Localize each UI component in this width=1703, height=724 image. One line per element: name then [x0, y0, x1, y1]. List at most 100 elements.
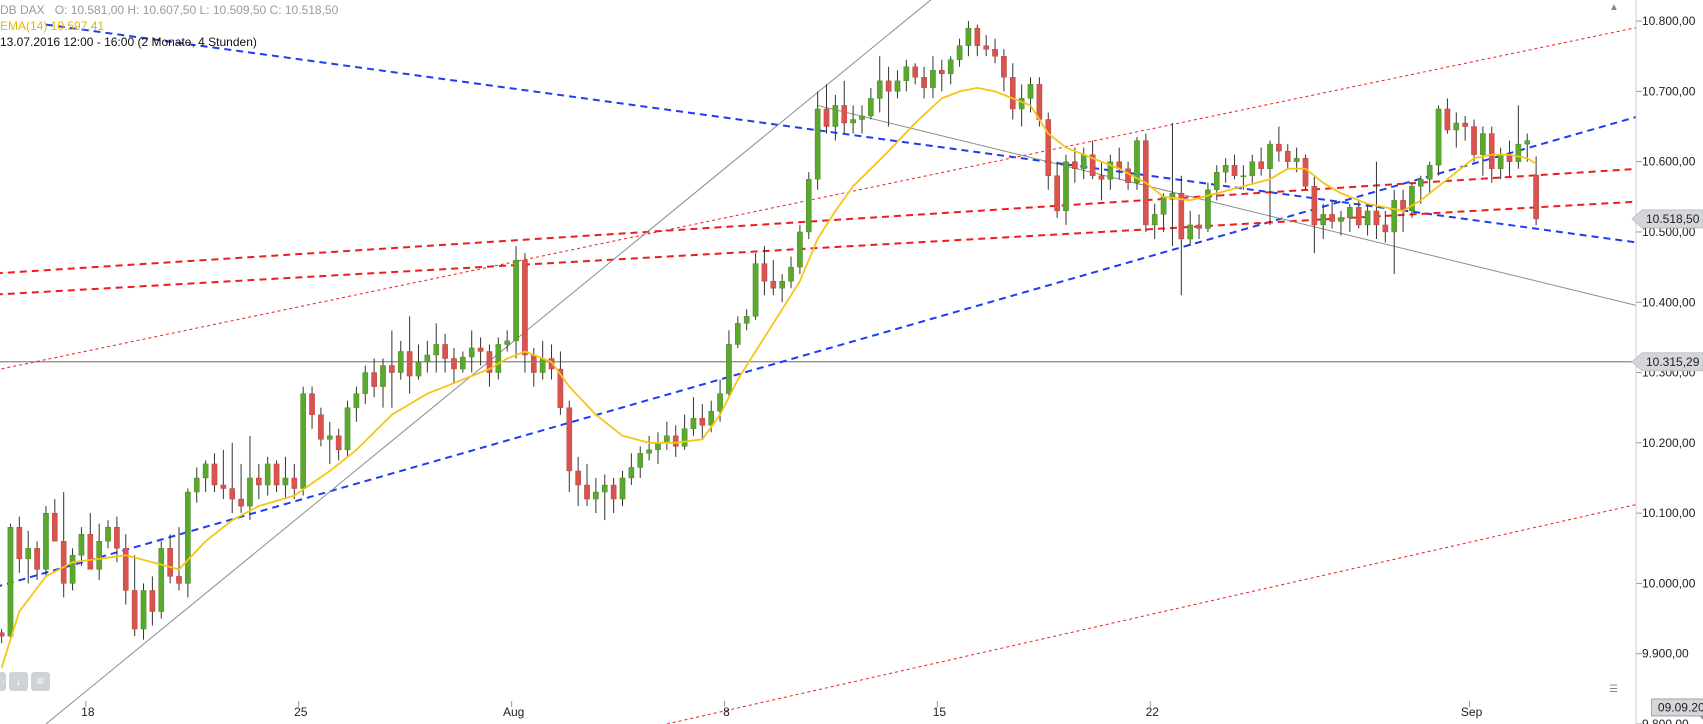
candle[interactable] [735, 316, 741, 348]
candle[interactable] [415, 344, 422, 380]
candle[interactable] [805, 172, 812, 239]
candle[interactable] [1355, 200, 1362, 229]
candle[interactable] [1506, 140, 1513, 176]
candle[interactable] [1134, 137, 1140, 190]
candle[interactable] [105, 520, 111, 549]
candle[interactable] [1515, 105, 1522, 169]
candle[interactable] [672, 425, 679, 457]
candle[interactable] [34, 541, 40, 580]
candle[interactable] [593, 477, 599, 514]
candle[interactable] [557, 351, 564, 415]
candle[interactable] [690, 397, 697, 436]
candle[interactable] [664, 421, 670, 450]
candle[interactable] [876, 56, 883, 113]
candle[interactable] [335, 428, 342, 461]
candle[interactable] [1231, 154, 1238, 180]
candle[interactable] [1329, 200, 1335, 229]
candle[interactable] [273, 460, 280, 493]
candle[interactable] [823, 84, 830, 134]
candle[interactable] [131, 555, 138, 637]
candle[interactable] [1471, 119, 1477, 162]
candle[interactable] [1382, 210, 1389, 243]
candle[interactable] [619, 470, 626, 507]
candle[interactable] [1409, 182, 1415, 218]
candle[interactable] [495, 337, 502, 380]
scroll-down-icon[interactable]: ☰ [1609, 684, 1618, 695]
candle[interactable] [903, 59, 910, 92]
candle[interactable] [770, 260, 777, 296]
candle[interactable] [424, 340, 431, 373]
candle[interactable] [1533, 156, 1539, 226]
candle[interactable] [256, 463, 262, 500]
candle[interactable] [1347, 203, 1353, 232]
candle[interactable] [814, 91, 821, 190]
candle[interactable] [513, 246, 519, 359]
candle[interactable] [504, 330, 510, 352]
candle[interactable] [761, 246, 768, 296]
candle[interactable] [433, 323, 440, 373]
candle[interactable] [468, 330, 475, 373]
candle[interactable] [1524, 133, 1531, 162]
candle[interactable] [1426, 161, 1433, 194]
candle[interactable] [992, 38, 998, 64]
candle[interactable] [1364, 203, 1371, 236]
candle[interactable] [601, 474, 608, 521]
trend-line-blue-dashed[interactable] [0, 21, 1703, 590]
candle[interactable] [965, 21, 972, 57]
candle[interactable] [939, 59, 945, 92]
pan-icon[interactable]: · [0, 672, 6, 691]
candle[interactable] [1160, 193, 1167, 232]
candle[interactable] [566, 400, 573, 493]
candle[interactable] [140, 583, 147, 640]
candle[interactable] [779, 274, 785, 303]
candle[interactable] [185, 488, 191, 598]
candle[interactable] [43, 506, 49, 577]
candle[interactable] [850, 105, 856, 134]
candle[interactable] [380, 358, 386, 408]
candle[interactable] [1320, 203, 1327, 239]
candle[interactable] [0, 629, 5, 644]
candle[interactable] [1284, 144, 1291, 169]
candle[interactable] [1054, 161, 1060, 218]
candle[interactable] [460, 351, 466, 373]
candle[interactable] [114, 516, 120, 563]
candle[interactable] [300, 386, 306, 496]
candle[interactable] [291, 463, 298, 500]
candle[interactable] [1116, 147, 1123, 180]
candle[interactable] [797, 224, 803, 275]
candle[interactable] [1453, 112, 1460, 148]
menu-icon[interactable]: ≡ [31, 672, 50, 691]
candle[interactable] [176, 527, 182, 591]
candle[interactable] [78, 527, 85, 566]
candle[interactable] [1080, 147, 1087, 180]
candle[interactable] [229, 442, 236, 514]
candle[interactable] [220, 449, 227, 500]
candle[interactable] [575, 456, 581, 507]
candle[interactable] [885, 66, 892, 127]
trend-line-blue-dashed[interactable] [45, 23, 1703, 289]
candle[interactable] [1497, 147, 1504, 180]
candle[interactable] [894, 70, 901, 99]
candle[interactable] [1196, 214, 1202, 239]
candle[interactable] [974, 24, 981, 57]
candle[interactable] [149, 576, 156, 626]
candle[interactable] [309, 386, 315, 429]
candle[interactable] [743, 309, 750, 331]
candle[interactable] [1222, 158, 1229, 183]
trend-line-red-dotted[interactable] [666, 429, 1703, 724]
candle[interactable] [1462, 115, 1468, 141]
candle[interactable] [122, 534, 129, 605]
candle[interactable] [646, 435, 652, 461]
candle[interactable] [1276, 126, 1282, 162]
candle[interactable] [522, 253, 528, 373]
candle[interactable] [921, 66, 927, 99]
candle[interactable] [1444, 98, 1451, 134]
trend-line-red-dashed[interactable] [0, 148, 1703, 275]
trend-line-grey-solid[interactable] [817, 104, 1703, 365]
candle[interactable] [238, 463, 244, 514]
candle[interactable] [193, 467, 200, 503]
candle[interactable] [726, 330, 732, 398]
candle[interactable] [1311, 175, 1318, 254]
candle[interactable] [1072, 147, 1078, 183]
